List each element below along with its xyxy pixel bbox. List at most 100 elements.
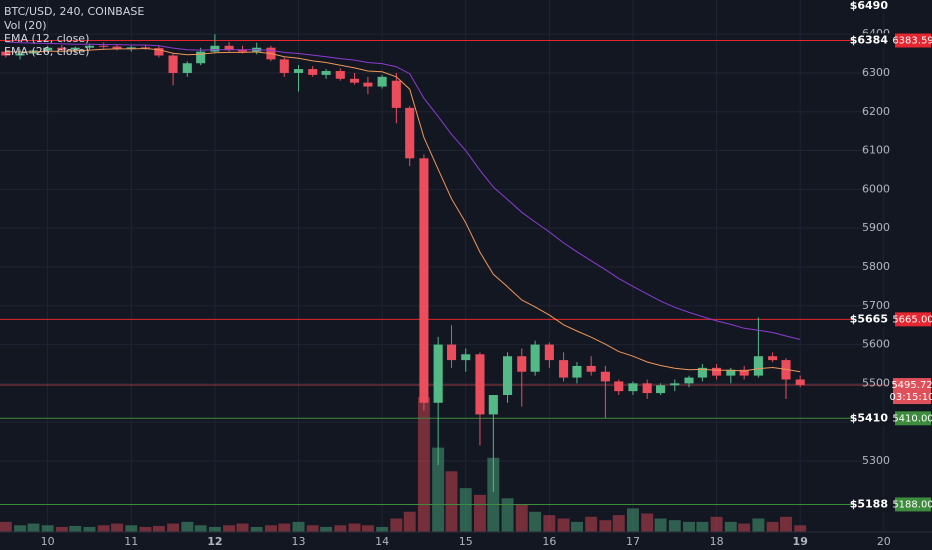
candle-body	[753, 356, 763, 376]
candle-body	[1, 51, 11, 56]
volume-bar	[473, 494, 486, 532]
volume-bar	[181, 521, 194, 532]
volume-bar	[139, 526, 152, 532]
volume-bar	[432, 447, 445, 532]
indicator-label: EMA (26, close)	[4, 45, 89, 58]
volume-bar	[97, 525, 110, 532]
level-label: 5410.00	[892, 413, 932, 424]
candle-body	[739, 369, 749, 376]
candle-body	[308, 69, 318, 75]
y-tick-label: 5900	[862, 221, 890, 234]
candle-body	[433, 344, 443, 403]
y-tick-label: 6100	[862, 144, 890, 157]
volume-bar	[125, 525, 138, 532]
volume-bar	[654, 518, 667, 532]
x-tick-label: 14	[375, 535, 389, 548]
volume-bar	[0, 521, 12, 532]
volume-bar	[417, 397, 430, 532]
x-tick-label: 16	[542, 535, 556, 548]
volume-bar	[41, 525, 54, 532]
y-tick-label: 6000	[862, 182, 890, 195]
level-box	[895, 411, 931, 426]
candle-body	[99, 45, 109, 47]
candle-body	[530, 344, 540, 372]
y-tick-label: 6200	[862, 105, 890, 118]
level-label: 5665.00	[892, 314, 932, 325]
candle-body	[363, 82, 373, 87]
volume-bar	[376, 526, 389, 532]
axis-highlight-label: $5665	[850, 312, 888, 325]
volume-bar	[27, 523, 40, 532]
volume-bar	[459, 488, 472, 532]
candle-body	[559, 360, 569, 378]
volume-bar	[599, 520, 612, 532]
volume-bar	[794, 525, 807, 532]
last-price-box	[893, 378, 931, 405]
y-tick-label: 5300	[862, 454, 890, 467]
axis-label-bg	[852, 0, 890, 13]
candle-body	[279, 59, 289, 73]
volume-bar	[696, 521, 709, 532]
candle-body	[488, 395, 498, 415]
x-tick-label: 11	[124, 535, 138, 548]
candle-body	[70, 47, 80, 50]
volume-bar	[152, 525, 165, 532]
volume-bar	[487, 457, 500, 532]
candle-body	[544, 344, 554, 361]
candle-body	[586, 365, 596, 372]
candle-body	[224, 45, 234, 50]
volume-bar	[752, 518, 765, 532]
candle-body	[502, 356, 513, 396]
volume-bar	[570, 521, 583, 532]
volume-bar	[208, 526, 221, 532]
volume-bar	[543, 515, 556, 532]
axis-highlight-label: $5410	[850, 411, 889, 424]
volume-bar	[348, 523, 361, 532]
volume-bar	[529, 511, 542, 532]
volume-bar	[167, 523, 180, 532]
last-price-label: 5495.72	[891, 380, 932, 391]
candle-body	[642, 383, 652, 394]
candle-body	[670, 383, 680, 386]
candle-body	[293, 69, 304, 73]
candle-body	[768, 356, 778, 361]
candle-body	[43, 47, 53, 51]
candle-body	[377, 76, 387, 87]
candle-body	[321, 71, 331, 75]
candle-body	[84, 45, 95, 48]
candle-body	[656, 385, 666, 394]
candle-body	[628, 383, 638, 392]
y-tick-label: 5700	[862, 299, 890, 312]
candle-body	[57, 47, 67, 50]
candle-body	[237, 49, 248, 52]
candle-body	[182, 63, 192, 73]
volume-bar	[278, 523, 291, 532]
volume-bar	[627, 508, 639, 532]
indicator-label: Vol (20)	[4, 19, 47, 32]
candle-body	[517, 356, 527, 372]
ema-line	[5, 47, 801, 373]
volume-bar	[55, 526, 68, 532]
candle-body	[572, 365, 582, 378]
indicator-label: EMA (12, close)	[4, 32, 89, 45]
volume-bar	[557, 518, 570, 532]
volume-bar	[766, 521, 779, 532]
x-tick-label: 17	[626, 535, 640, 548]
y-tick-label: 6300	[862, 66, 890, 79]
volume-bar	[501, 498, 514, 532]
x-tick-label: 19	[793, 535, 808, 548]
x-tick-label: 13	[292, 535, 306, 548]
volume-bar	[683, 521, 695, 532]
volume-bar	[14, 525, 27, 532]
candle-body	[335, 71, 345, 79]
x-tick-label: 20	[877, 535, 891, 548]
chart-title: BTC/USD, 240, COINBASE	[4, 5, 144, 18]
y-tick-label: 5600	[862, 338, 890, 351]
volume-bar	[780, 516, 792, 532]
candle-body	[140, 47, 151, 49]
candle-body	[614, 381, 624, 392]
volume-bar	[194, 525, 207, 532]
candle-body	[684, 377, 694, 384]
volume-bar	[403, 511, 416, 532]
